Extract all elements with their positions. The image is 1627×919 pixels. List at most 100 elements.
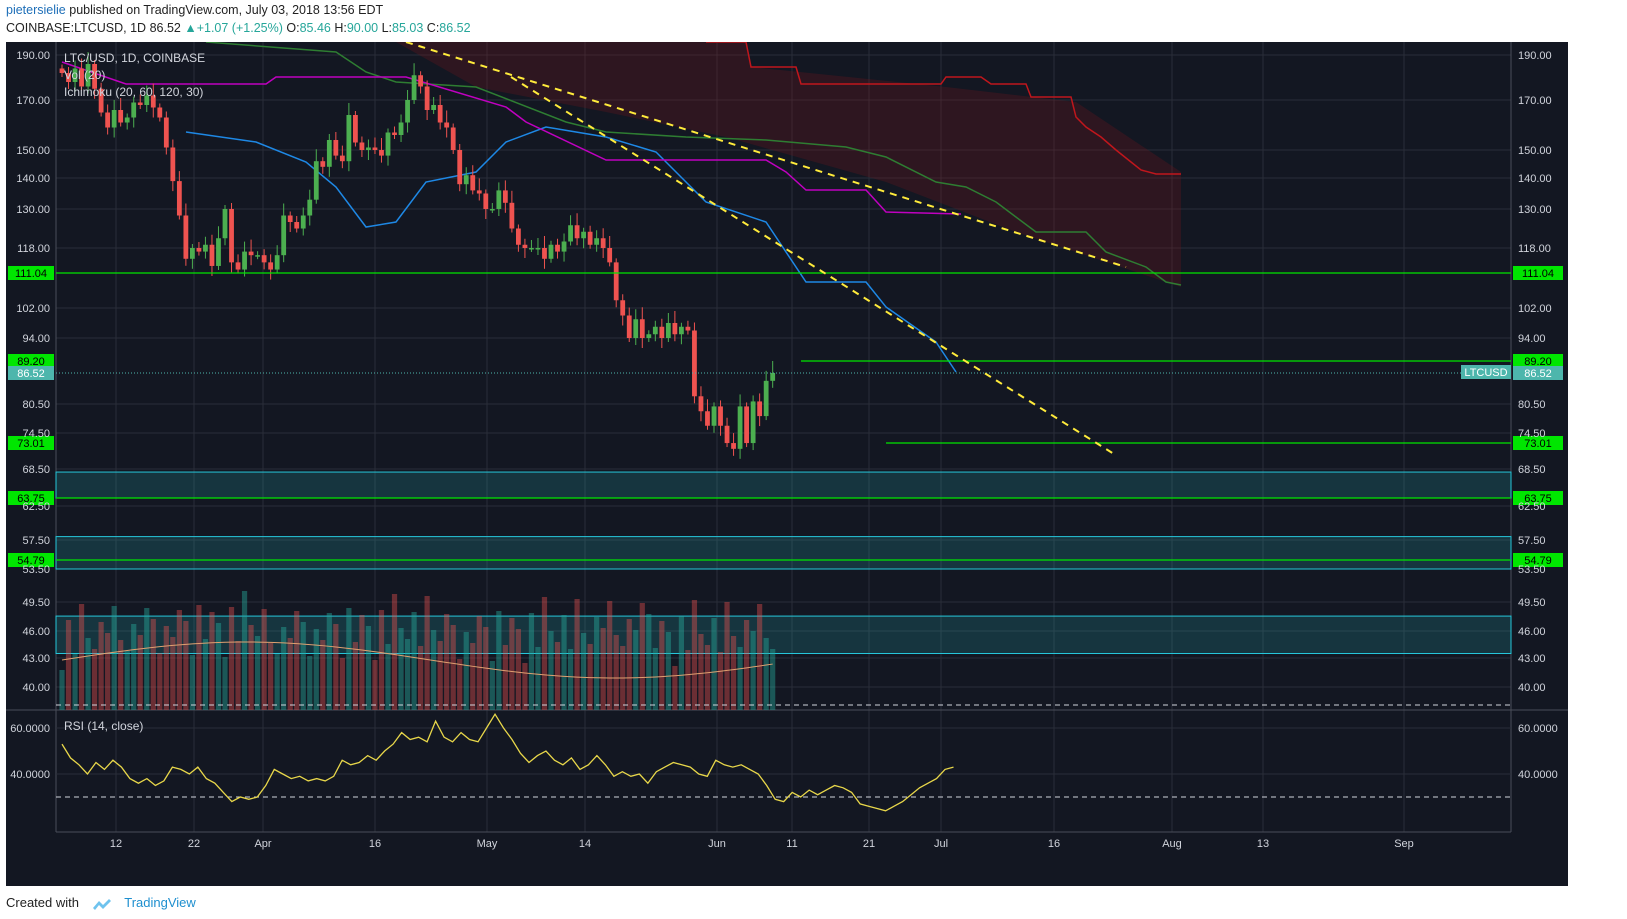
- candle-body: [268, 262, 274, 270]
- volume-bar: [287, 638, 293, 710]
- volume-bar: [528, 613, 535, 710]
- candle-body: [665, 323, 671, 338]
- volume-bar: [502, 645, 508, 710]
- candle-body: [144, 95, 150, 105]
- volume-bar: [678, 616, 684, 710]
- volume-bar: [98, 622, 104, 710]
- volume-bar: [339, 658, 345, 710]
- volume-bar: [385, 644, 391, 710]
- tradingview-link[interactable]: TradingView: [124, 895, 196, 910]
- volume-bar: [607, 601, 613, 710]
- price-level-text-left: 73.01: [17, 438, 45, 450]
- up-arrow-icon: ▲: [184, 21, 197, 35]
- volume-bar: [300, 622, 306, 710]
- close-label: C:: [426, 21, 440, 35]
- volume-bar: [665, 632, 671, 710]
- price-tick-left: 102.00: [16, 303, 50, 315]
- candle-body: [516, 228, 521, 245]
- support-zones: [55, 471, 1512, 654]
- price-tick-right: 150.00: [1518, 145, 1552, 157]
- price-level-tag-right: [1513, 354, 1563, 368]
- candle-body: [646, 334, 652, 338]
- volume-bar: [581, 633, 587, 710]
- candle-body: [163, 117, 169, 148]
- volume-bar: [157, 653, 163, 710]
- price-tick-left: 43.00: [22, 653, 50, 665]
- candle-body: [535, 248, 541, 250]
- candle-body: [737, 406, 743, 449]
- candle-body: [489, 209, 495, 211]
- volume-bar: [724, 602, 730, 710]
- time-tick-label: 16: [1048, 838, 1060, 850]
- volume-bar: [65, 620, 72, 710]
- trendline-upper: [405, 41, 1127, 268]
- volume-bar: [163, 626, 169, 710]
- candle-body: [561, 241, 567, 252]
- conversion-line: [185, 126, 957, 373]
- volume-bar: [659, 621, 665, 710]
- volume-bar: [431, 630, 437, 710]
- candle-body: [692, 330, 697, 397]
- volume-bar: [228, 607, 235, 710]
- candle-body: [66, 73, 71, 82]
- volume-bar: [320, 640, 326, 710]
- candle-body: [757, 401, 763, 417]
- candle-body: [633, 319, 639, 338]
- candle-body: [418, 75, 423, 87]
- price-level-text-left: 89.20: [17, 356, 45, 368]
- chart-frame[interactable]: 111.04 111.04 89.20 89.20 73.01 73.01 63.75 63.…: [6, 41, 1568, 886]
- candle-body: [718, 406, 723, 426]
- base-line: [61, 61, 962, 215]
- volume-bar: [365, 626, 372, 710]
- price-tick-left: 150.00: [16, 145, 50, 157]
- candle-body: [339, 155, 345, 162]
- rsi-panel: 60.0000 60.0000 40.0000 40.0000: [10, 704, 1558, 812]
- symbol-label: COINBASE:LTCUSD, 1D: [6, 21, 147, 35]
- volume-bar: [196, 605, 202, 710]
- candle-body: [261, 255, 267, 263]
- candle-body: [281, 215, 287, 256]
- candle-body: [542, 248, 547, 259]
- volume-bar: [313, 629, 319, 710]
- volume-bar: [346, 608, 352, 710]
- rsi-tick-right: 60.0000: [1518, 723, 1558, 735]
- candle-body: [372, 147, 378, 150]
- low-value: 85.03: [392, 21, 424, 35]
- volume-bar: [248, 625, 254, 710]
- chart-svg[interactable]: 111.04 111.04 89.20 89.20 73.01 73.01 63.75 63.…: [6, 41, 1568, 886]
- price-tick-right: 49.50: [1518, 597, 1546, 609]
- volume-bar: [639, 603, 645, 710]
- author-link[interactable]: pietersielie: [6, 3, 66, 17]
- volume-bar: [398, 628, 404, 710]
- price-tick-right: 80.50: [1518, 399, 1546, 411]
- candle-body: [470, 175, 476, 191]
- price-level-tag-left: [8, 266, 54, 280]
- volume-bar: [704, 645, 711, 710]
- candle-body: [411, 75, 417, 100]
- candle-body: [294, 222, 300, 229]
- volume-bar: [509, 618, 515, 710]
- volume-bar: [144, 608, 150, 710]
- volume-bar: [535, 647, 541, 710]
- time-tick-label: Aug: [1162, 838, 1182, 850]
- candle-body: [574, 225, 580, 239]
- volume-bar: [235, 641, 241, 710]
- price-level-tag-right: [1513, 266, 1563, 280]
- senkou-span-b-line: [205, 41, 1182, 286]
- candle-body: [137, 102, 143, 105]
- volume-bar: [359, 615, 365, 710]
- volume-bar: [600, 628, 606, 710]
- tradingview-logo-icon: [92, 898, 111, 910]
- price-level-text-right: 63.75: [1524, 493, 1552, 505]
- price-tick-right: 74.50: [1518, 428, 1546, 440]
- price-level-text-right: 89.20: [1524, 356, 1552, 368]
- volume-bar: [268, 643, 274, 710]
- price-tick-right: 102.00: [1518, 303, 1552, 315]
- price-level-tag-right: [1513, 553, 1563, 567]
- volume-bar: [476, 616, 482, 710]
- volume-bar: [646, 614, 652, 710]
- candle-body: [724, 425, 730, 444]
- candle-body: [763, 380, 769, 417]
- candle-body: [437, 105, 443, 123]
- high-value: 90.00: [346, 21, 379, 35]
